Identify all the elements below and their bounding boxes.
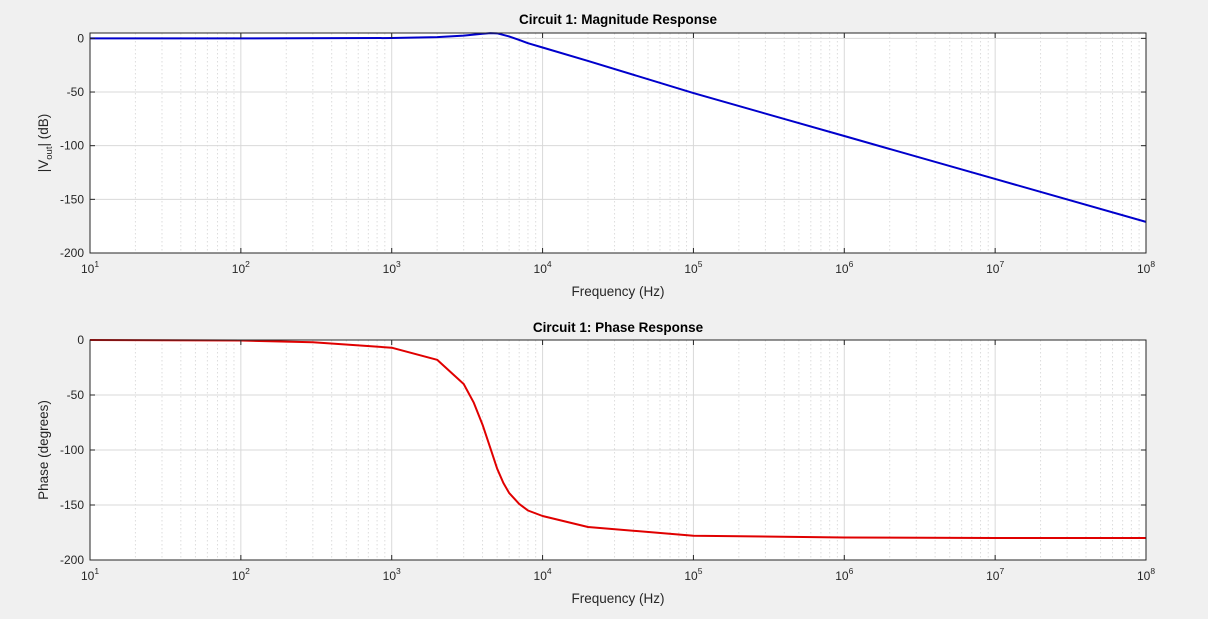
magnitude-x-tick-label: 104: [534, 259, 552, 276]
magnitude-xlabel: Frequency (Hz): [571, 284, 664, 299]
phase-y-tick-label: 0: [77, 333, 84, 347]
magnitude-x-tick-label: 103: [383, 259, 401, 276]
magnitude-y-tick-label: -200: [60, 246, 84, 260]
phase-x-tick-label: 106: [835, 566, 853, 583]
magnitude-ylabel-subscript: out: [44, 146, 55, 160]
phase-title: Circuit 1: Phase Response: [533, 320, 704, 335]
phase-x-tick-label: 108: [1137, 566, 1155, 583]
magnitude-x-tick-label: 101: [81, 259, 99, 276]
phase-x-tick-label: 107: [986, 566, 1004, 583]
magnitude-axes: Circuit 1: Magnitude Response Frequency …: [36, 12, 1155, 299]
magnitude-y-tick-label: -150: [60, 192, 84, 206]
magnitude-title: Circuit 1: Magnitude Response: [519, 12, 718, 27]
phase-x-tick-label: 102: [232, 566, 250, 583]
phase-x-tick-label: 105: [684, 566, 702, 583]
magnitude-ylabel-post: | (dB): [36, 114, 51, 147]
magnitude-y-tick-label: -100: [60, 139, 84, 153]
magnitude-series-line: [90, 32, 1147, 223]
magnitude-y-tick-label: -50: [67, 85, 85, 99]
magnitude-y-tick-label: 0: [77, 31, 84, 45]
magnitude-x-tick-label: 105: [684, 259, 702, 276]
phase-x-tick-label: 101: [81, 566, 99, 583]
magnitude-axes-box: [89, 32, 1147, 254]
phase-y-tick-label: -150: [60, 498, 84, 512]
phase-series-line: [89, 339, 1146, 539]
phase-axes: Circuit 1: Phase Response Frequency (Hz)…: [36, 320, 1155, 606]
magnitude-x-tick-label: 107: [986, 259, 1004, 276]
magnitude-ylabel: |Vout| (dB): [36, 114, 55, 173]
magnitude-x-tick-label: 102: [232, 259, 250, 276]
phase-x-tick-label: 104: [534, 566, 552, 583]
phase-xlabel: Frequency (Hz): [571, 591, 664, 606]
magnitude-plot-area: [90, 33, 1146, 253]
phase-y-tick-label: -50: [67, 388, 85, 402]
phase-y-tick-label: -100: [60, 443, 84, 457]
magnitude-x-tick-label: 106: [835, 259, 853, 276]
phase-y-tick-label: -200: [60, 553, 84, 567]
magnitude-x-tick-label: 108: [1137, 259, 1155, 276]
magnitude-ylabel-pre: |V: [36, 160, 51, 173]
phase-x-tick-label: 103: [383, 566, 401, 583]
phase-ylabel: Phase (degrees): [36, 400, 51, 500]
